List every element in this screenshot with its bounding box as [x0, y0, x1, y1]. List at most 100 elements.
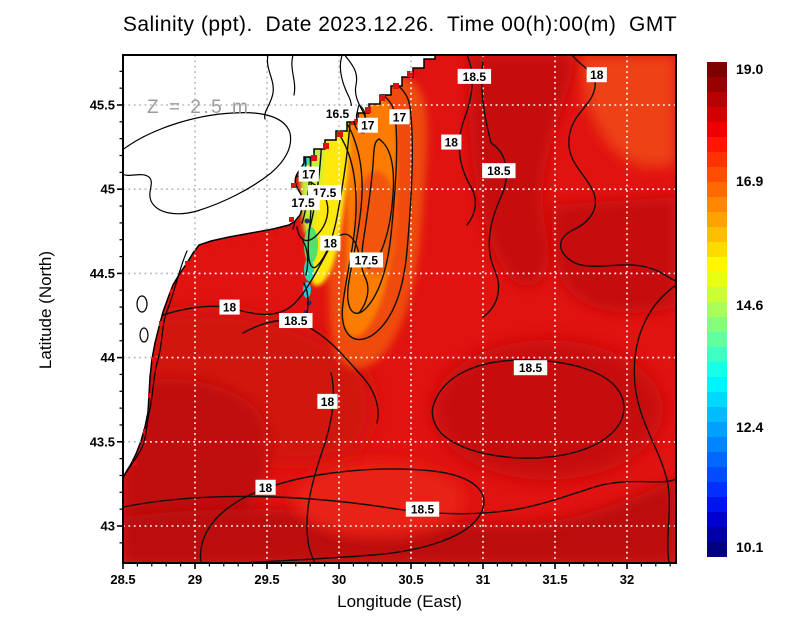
colorbar-step [707, 152, 727, 167]
contour-label-text: 18.5 [487, 164, 511, 178]
depth-annotation: Z = 2.5 m [147, 97, 250, 118]
x-tick-label: 28.5 [110, 572, 135, 587]
contour-label-box [320, 105, 355, 121]
x-tick-label: 30 [332, 572, 346, 587]
colorbar-step [707, 317, 727, 332]
colorbar-step [707, 122, 727, 137]
colorbar-step [707, 407, 727, 422]
colorbar-step [707, 77, 727, 92]
colorbar-tick-label: 16.9 [736, 172, 764, 189]
contour-label-text: 18 [321, 395, 335, 409]
x-tick-label: 31.5 [542, 572, 567, 587]
contour-label-box [482, 163, 516, 179]
y-tick-label: 43 [101, 519, 115, 534]
contour-label-text: 17 [393, 110, 407, 124]
colorbar-step [707, 212, 727, 227]
contour-label-box [219, 299, 240, 315]
y-tick-label: 44 [101, 350, 116, 365]
contour-label-box [255, 479, 276, 495]
contour-label-text: 18 [445, 136, 459, 150]
y-axis-title: Latitude (North) [36, 250, 55, 370]
x-axis-title: Longitude (East) [337, 592, 462, 611]
x-tick-label: 32 [620, 572, 634, 587]
colorbar-step [707, 197, 727, 212]
x-tick-label: 29 [188, 572, 202, 587]
colorbar-tick-label: 10.1 [736, 539, 764, 556]
colorbar-step [707, 182, 727, 197]
contour-label-box [317, 393, 338, 409]
colorbar [707, 62, 727, 557]
colorbar-step [707, 467, 727, 482]
contour-label-text: 17 [302, 168, 316, 182]
contour-label-text: 18.5 [284, 314, 308, 328]
colorbar-step [707, 242, 727, 257]
colorbar-step [707, 107, 727, 122]
colorbar-step [707, 302, 727, 317]
contour-label-text: 17 [361, 119, 375, 133]
contour-label-text: 17.5 [291, 196, 315, 210]
colorbar-step [707, 272, 727, 287]
contour-label-text: 17.5 [355, 253, 379, 267]
y-tick-label: 44.5 [90, 266, 115, 281]
colorbar-step [707, 437, 727, 452]
contour-label-box [320, 235, 341, 251]
colorbar-step [707, 137, 727, 152]
contour-label-text: 18 [223, 301, 237, 315]
colorbar-step [707, 452, 727, 467]
contour-label-text: 18 [324, 237, 338, 251]
y-tick-label: 45.5 [90, 98, 115, 113]
contour-label-text: 18.5 [519, 361, 543, 375]
contour-label-box [405, 501, 440, 517]
x-tick-label: 30.5 [398, 572, 423, 587]
salinity-field-patches [123, 55, 676, 563]
y-tick-label: 43.5 [90, 434, 115, 449]
contour-label-box [441, 134, 462, 150]
contour-label-text: 18.5 [411, 503, 435, 517]
colorbar-tick-label: 12.4 [736, 418, 764, 435]
colorbar-step [707, 332, 727, 347]
colorbar-step [707, 497, 727, 512]
contour-label-text: 16.5 [326, 107, 350, 121]
colorbar-step [707, 512, 727, 527]
contour-label-text: 18 [590, 68, 604, 82]
colorbar-step [707, 347, 727, 362]
contour-label-box [513, 360, 548, 376]
colorbar-step [707, 422, 727, 437]
colorbar-step [707, 92, 727, 107]
colorbar-tick-label: 19.0 [736, 60, 764, 77]
colorbar-step [707, 482, 727, 497]
x-tick-label: 29.5 [254, 572, 279, 587]
contour-label-box [349, 252, 384, 268]
plot-frame [122, 54, 677, 564]
colorbar-step [707, 542, 727, 557]
colorbar-tick-label: 14.6 [736, 297, 764, 314]
coastline-outline [123, 55, 369, 478]
contour-label-box [586, 67, 607, 83]
plot-title: Salinity (ppt). Date 2023.12.26. Time 00… [122, 13, 678, 36]
colorbar-step [707, 377, 727, 392]
contour-label-box [298, 166, 319, 182]
x-tick-label: 31 [476, 572, 490, 587]
contour-lines [123, 55, 676, 563]
colorbar-step [707, 257, 727, 272]
colorbar-step [707, 392, 727, 407]
axis-tick-labels: 28.5 29 29.5 30 30.5 31 31.5 32 45.5 45 44.5 44 43.5… [90, 98, 635, 588]
colorbar-step [707, 362, 727, 377]
contour-label-box [389, 109, 410, 125]
colorbar-step [707, 527, 727, 542]
contour-label-text: 18.5 [463, 70, 487, 84]
y-tick-label: 45 [101, 182, 115, 197]
contour-label-box [279, 313, 313, 329]
contour-label-box [286, 195, 320, 211]
contour-label-box [357, 117, 378, 133]
colorbar-step [707, 227, 727, 242]
contour-labels: 16.517171717.517.517.518181818181818.518… [219, 67, 607, 517]
colorbar-step [707, 167, 727, 182]
colorbar-step [707, 287, 727, 302]
contour-label-box [457, 68, 492, 84]
colorbar-step [707, 62, 727, 77]
contour-label-text: 18 [259, 481, 273, 495]
map-area: 16.517171717.517.517.518181818181818.518… [123, 55, 676, 563]
